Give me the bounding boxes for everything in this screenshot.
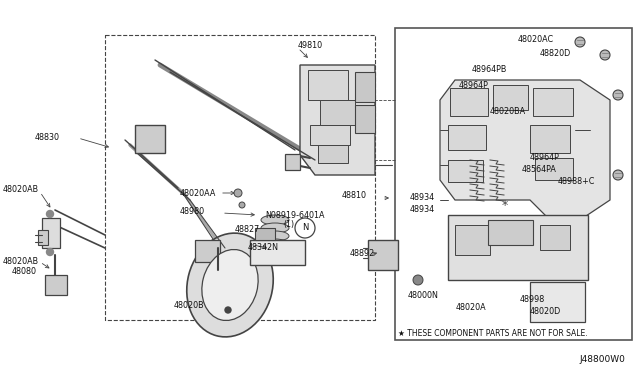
Bar [488, 220, 533, 245]
Text: 48988+C: 48988+C [558, 176, 595, 186]
Text: 48820D: 48820D [540, 48, 572, 58]
Bar [535, 158, 573, 180]
Text: 48000N: 48000N [408, 291, 439, 299]
Text: 48964P: 48964P [530, 154, 560, 163]
Bar [355, 72, 375, 102]
Bar [450, 88, 488, 116]
Polygon shape [440, 80, 610, 220]
Bar [255, 228, 275, 240]
Ellipse shape [187, 233, 273, 337]
Bar [530, 282, 585, 322]
Ellipse shape [202, 250, 258, 321]
Bar [448, 125, 486, 150]
Bar [308, 70, 348, 100]
Bar [448, 160, 483, 182]
Text: 48810: 48810 [342, 192, 367, 201]
Bar [318, 145, 348, 163]
Bar [285, 154, 300, 170]
Text: 48020D: 48020D [530, 308, 561, 317]
Bar [320, 100, 355, 125]
Ellipse shape [261, 231, 289, 241]
Ellipse shape [261, 239, 289, 249]
Ellipse shape [261, 215, 289, 225]
Text: *: * [502, 199, 508, 212]
Text: N: N [302, 224, 308, 232]
Bar [355, 105, 375, 133]
Text: 48020AB: 48020AB [3, 257, 39, 266]
Bar [42, 218, 60, 248]
Circle shape [47, 248, 54, 256]
Text: 48020BA: 48020BA [490, 108, 526, 116]
Text: 48964PB: 48964PB [472, 65, 508, 74]
Ellipse shape [261, 223, 289, 233]
Text: 48827: 48827 [235, 224, 260, 234]
Text: 48934: 48934 [410, 205, 435, 215]
Text: J48800W0: J48800W0 [579, 356, 625, 365]
Text: 48998: 48998 [520, 295, 545, 305]
Bar [310, 125, 350, 145]
Bar [45, 275, 67, 295]
Text: 48830: 48830 [35, 134, 60, 142]
Text: 48020AA: 48020AA [180, 189, 216, 198]
Text: N08919-6401A: N08919-6401A [265, 211, 324, 219]
Circle shape [613, 170, 623, 180]
Bar [493, 85, 528, 110]
Circle shape [225, 307, 231, 313]
Text: 48020AB: 48020AB [3, 186, 39, 195]
Circle shape [239, 202, 245, 208]
Circle shape [295, 218, 315, 238]
Circle shape [600, 50, 610, 60]
Text: (1): (1) [283, 221, 294, 230]
Bar [250, 240, 305, 265]
Text: 48080: 48080 [12, 267, 37, 276]
Text: ★ THESE COMPONENT PARTS ARE NOT FOR SALE.: ★ THESE COMPONENT PARTS ARE NOT FOR SALE… [398, 328, 588, 337]
Text: 48564PA: 48564PA [522, 166, 557, 174]
Polygon shape [300, 65, 375, 175]
Circle shape [234, 189, 242, 197]
Circle shape [575, 37, 585, 47]
Text: 48342N: 48342N [248, 243, 279, 251]
Text: 48964P: 48964P [459, 80, 489, 90]
Text: 48020B: 48020B [174, 301, 205, 310]
Bar [448, 215, 588, 280]
Text: 49810: 49810 [298, 41, 323, 49]
Bar [455, 225, 490, 255]
Circle shape [413, 275, 423, 285]
Bar [38, 230, 48, 245]
Text: 48980: 48980 [180, 208, 205, 217]
Bar [395, 28, 632, 340]
Text: 48934: 48934 [410, 193, 435, 202]
Circle shape [47, 211, 54, 218]
Bar [530, 125, 570, 153]
Bar [368, 240, 398, 270]
Text: 48892: 48892 [350, 248, 375, 257]
Text: 48020A: 48020A [456, 302, 486, 311]
Bar [195, 240, 220, 262]
Circle shape [613, 90, 623, 100]
Text: 48020AC: 48020AC [518, 35, 554, 45]
Bar [540, 225, 570, 250]
Bar [533, 88, 573, 116]
FancyBboxPatch shape [135, 125, 165, 153]
